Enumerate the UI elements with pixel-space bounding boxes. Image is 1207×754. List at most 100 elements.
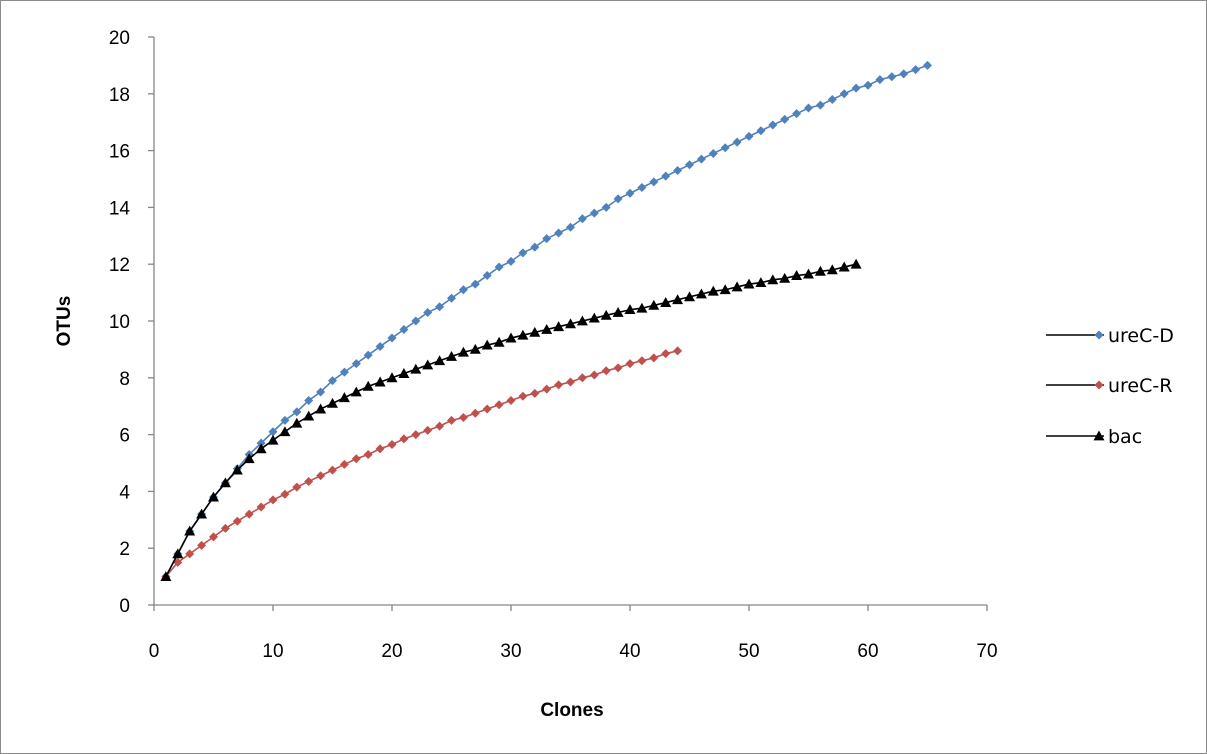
x-tick-label: 30 xyxy=(500,641,521,662)
data-point-urec-d xyxy=(839,89,849,99)
x-axis-title: Clones xyxy=(540,700,603,721)
data-point-urec-r xyxy=(232,516,242,526)
x-tick-label: 20 xyxy=(381,641,402,662)
data-point-bac xyxy=(814,265,826,276)
x-tick-label: 0 xyxy=(149,641,160,662)
data-point-urec-r xyxy=(411,430,421,440)
data-point-bac xyxy=(529,326,541,337)
data-point-urec-d xyxy=(375,342,385,352)
data-point-bac xyxy=(684,291,695,302)
data-point-urec-r xyxy=(185,549,195,559)
data-point-urec-d xyxy=(458,285,468,295)
data-point-bac xyxy=(434,355,446,366)
x-tick-label: 50 xyxy=(738,641,759,662)
y-tick-label: 4 xyxy=(119,482,130,503)
data-point-urec-r xyxy=(280,489,290,499)
data-point-urec-r xyxy=(256,502,266,512)
data-point-urec-d xyxy=(554,228,564,238)
data-point-urec-r xyxy=(220,523,230,533)
data-point-urec-d xyxy=(637,183,647,193)
x-tick-label: 10 xyxy=(262,641,283,662)
y-tick-label: 16 xyxy=(109,142,130,163)
data-point-bac xyxy=(362,380,374,391)
data-point-bac xyxy=(743,278,755,289)
data-point-bac xyxy=(267,434,279,445)
data-point-urec-d xyxy=(732,137,742,147)
data-point-urec-d xyxy=(256,438,266,448)
data-point-bac xyxy=(184,525,196,536)
data-point-urec-d xyxy=(792,109,802,119)
y-tick-label: 8 xyxy=(119,369,130,390)
x-tick-label: 40 xyxy=(619,641,640,662)
data-point-urec-r xyxy=(601,366,611,376)
y-tick-label: 14 xyxy=(109,198,131,219)
data-point-bac xyxy=(695,288,707,299)
data-point-urec-d xyxy=(720,143,730,153)
data-point-urec-d xyxy=(863,80,873,90)
x-axis-tick-labels: 0 10 20 30 40 50 60 70 xyxy=(149,605,998,662)
data-point-urec-r xyxy=(316,471,326,481)
series-line-urec-d xyxy=(165,64,928,577)
y-tick-label: 20 xyxy=(109,28,130,49)
series-line-urec-r xyxy=(165,350,678,578)
data-point-bac xyxy=(707,285,719,296)
data-point-urec-r xyxy=(589,370,599,380)
y-tick-label: 18 xyxy=(109,85,130,106)
series-urec-r xyxy=(161,346,683,582)
data-point-bac xyxy=(172,548,184,559)
legend-item-urec-d: ureC-D xyxy=(1046,325,1174,347)
data-point-urec-r xyxy=(268,495,278,505)
series-layer xyxy=(160,60,932,582)
data-point-bac xyxy=(196,508,208,519)
data-point-urec-d xyxy=(625,188,635,198)
data-point-bac xyxy=(338,392,350,403)
data-point-urec-d xyxy=(589,208,599,218)
data-point-bac xyxy=(410,363,422,374)
data-point-urec-r xyxy=(209,532,218,542)
data-point-urec-d xyxy=(494,262,504,272)
data-point-urec-d xyxy=(518,248,528,258)
data-point-bac xyxy=(457,346,469,357)
data-point-bac xyxy=(826,264,838,275)
data-point-urec-r xyxy=(673,346,683,356)
data-point-urec-d xyxy=(744,131,754,141)
data-point-urec-d xyxy=(673,165,683,175)
data-point-urec-d xyxy=(268,427,278,437)
data-point-urec-d xyxy=(756,126,766,136)
data-point-urec-d xyxy=(316,387,326,397)
data-point-bac xyxy=(398,368,410,378)
data-point-urec-d xyxy=(804,103,813,113)
legend-label: ureC-R xyxy=(1108,375,1172,397)
data-point-bac xyxy=(576,315,588,326)
data-point-bac xyxy=(231,464,243,475)
legend-item-urec-r: ureC-R xyxy=(1046,375,1172,397)
data-point-urec-d xyxy=(566,222,575,232)
data-point-bac xyxy=(731,281,743,292)
data-point-urec-r xyxy=(173,557,183,567)
data-point-urec-r xyxy=(577,373,587,383)
data-point-bac xyxy=(767,274,779,285)
data-point-urec-d xyxy=(339,367,349,377)
data-point-bac xyxy=(386,372,398,383)
data-point-bac xyxy=(208,491,219,502)
data-point-bac xyxy=(648,299,660,310)
data-point-urec-d xyxy=(780,114,790,124)
data-point-urec-d xyxy=(815,100,825,110)
y-tick-label: 2 xyxy=(119,539,130,560)
data-point-urec-d xyxy=(542,234,552,244)
data-point-urec-d xyxy=(685,160,694,170)
data-point-bac xyxy=(565,318,576,329)
data-point-urec-r xyxy=(375,444,385,454)
y-tick-label: 6 xyxy=(119,426,130,447)
legend-label: ureC-D xyxy=(1108,325,1174,347)
data-point-urec-r xyxy=(244,509,254,519)
data-point-bac xyxy=(838,261,850,272)
data-point-urec-r xyxy=(649,353,659,363)
data-point-bac xyxy=(517,329,529,340)
data-point-urec-d xyxy=(328,376,337,386)
y-axis-tick-labels: 0 2 4 6 8 10 12 14 16 18 20 xyxy=(109,28,154,617)
data-point-urec-d xyxy=(363,350,373,360)
data-point-bac xyxy=(350,386,362,397)
